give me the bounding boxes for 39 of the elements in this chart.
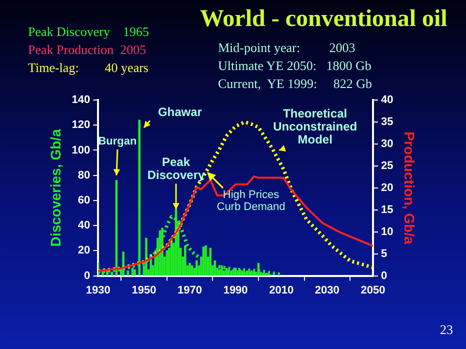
text: Mid-point year: 2003 <box>218 40 356 56</box>
text: Current, YE 1999: 822 Gb <box>218 76 372 92</box>
y2-tick-label: 40 <box>380 94 394 106</box>
text: Ultimate YE 2050: 1800 Gb <box>218 58 372 74</box>
y2-tick-label: 0 <box>380 270 388 282</box>
y2-tick-label: 35 <box>380 116 394 128</box>
y-tick-label: 60 <box>78 194 90 206</box>
y2-tick-label: 25 <box>380 160 394 172</box>
x-tick-label: 1970 <box>178 284 202 296</box>
y-tick-label: 140 <box>72 94 90 106</box>
annotation: Burgan <box>98 135 138 148</box>
annotation: Theoretical Unconstrained Model <box>273 106 358 147</box>
annotation: High Prices Curb Demand <box>216 189 286 213</box>
x-tick-label: 1930 <box>86 284 110 296</box>
y2-tick-label: 10 <box>380 226 394 238</box>
y-tick-label: 40 <box>78 220 90 232</box>
chart-title: World - conventional oil <box>200 6 448 33</box>
text: Peak Discovery 1965 <box>28 24 149 40</box>
text: Peak Production 2005 <box>28 42 146 58</box>
y-tick-label: 120 <box>72 119 90 132</box>
y-tick-label: 100 <box>72 144 90 156</box>
y2-tick-label: 20 <box>380 182 394 194</box>
y-tick-label: 20 <box>78 244 90 257</box>
y2-axis-title: Production, Gb/a <box>402 132 418 245</box>
x-tick-label: 2050 <box>360 284 386 296</box>
y-tick-label: 80 <box>78 169 90 182</box>
y2-tick-label: 15 <box>380 204 394 216</box>
x-tick-label: 1990 <box>223 284 248 296</box>
y2-tick-label: 5 <box>380 248 388 260</box>
x-tick-label: 2010 <box>269 284 294 296</box>
x-tick-label: 1950 <box>132 284 156 296</box>
annotation: Ghawar <box>158 104 202 119</box>
y-axis-title: Discoveries, Gb/a <box>47 128 64 247</box>
y2-tick-label: 30 <box>380 138 394 150</box>
y-tick-label: 0 <box>84 270 90 282</box>
text: Time-lag: 40 years <box>28 60 148 76</box>
x-tick-label: 2030 <box>314 284 340 296</box>
text: 23 <box>440 322 453 338</box>
annotation: Peak Discovery <box>147 155 206 182</box>
